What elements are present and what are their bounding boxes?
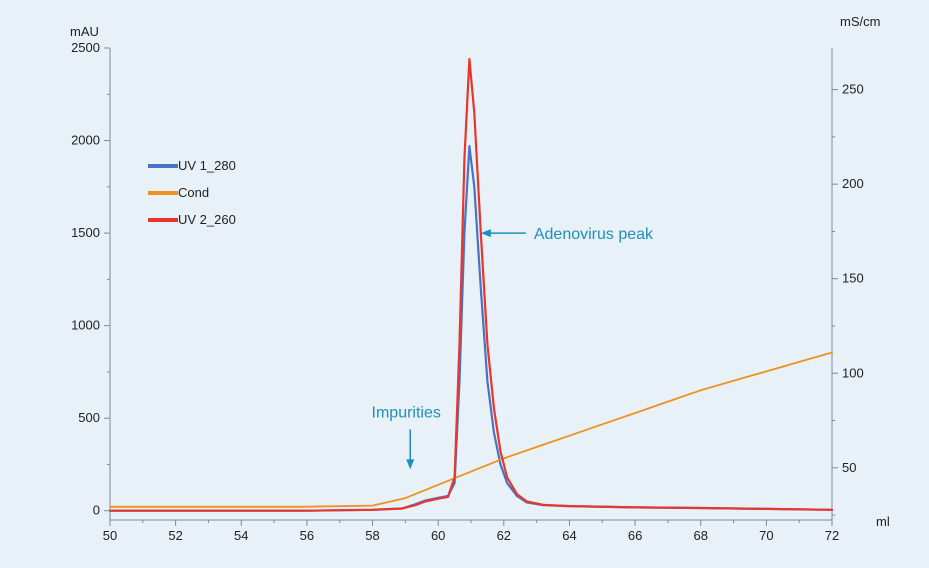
series-line-uv-2-260 — [108, 57, 834, 512]
x-tick-label: 58 — [365, 528, 379, 543]
legend-label: UV 1_280 — [178, 158, 236, 173]
y-tick-label: 2000 — [71, 133, 100, 148]
impurities-arrow-head — [406, 459, 415, 470]
impurities-label: Impurities — [372, 404, 441, 421]
x-tick-label: 52 — [168, 528, 182, 543]
legend: UV 1_280 Cond UV 2_260 — [148, 158, 236, 227]
x-tick-label: 68 — [693, 528, 707, 543]
legend-label: UV 2_260 — [178, 212, 236, 227]
x-tick-label: 62 — [497, 528, 511, 543]
y-tick-label: 1000 — [71, 318, 100, 333]
y-tick-label: 0 — [93, 503, 100, 518]
x-tick-label: 60 — [431, 528, 445, 543]
y2-tick-label: 150 — [842, 271, 864, 286]
adenovirus-peak-label: Adenovirus peak — [534, 226, 654, 243]
y-axis-label: mAU — [70, 24, 99, 39]
x-tick-label: 54 — [234, 528, 248, 543]
y2-tick-label: 250 — [842, 82, 864, 97]
y-tick-label: 500 — [78, 410, 100, 425]
legend-label: Cond — [178, 185, 209, 200]
x-tick-label: 66 — [628, 528, 642, 543]
series-line-cond — [109, 351, 833, 508]
x-tick-label: 70 — [759, 528, 773, 543]
y2-tick-label: 100 — [842, 365, 864, 380]
x-tick-label: 56 — [300, 528, 314, 543]
series-line-uv-1-280 — [108, 145, 834, 512]
x-tick-label: 72 — [825, 528, 839, 543]
y-tick-label: 2500 — [71, 40, 100, 55]
x-tick-label: 64 — [562, 528, 576, 543]
annotations-group: Adenovirus peak Impurities — [372, 226, 654, 470]
x-axis-label: ml — [876, 514, 890, 529]
series-group — [108, 57, 834, 512]
y2-tick-label: 200 — [842, 176, 864, 191]
adenovirus-arrow-head — [480, 229, 491, 238]
y-tick-label: 1500 — [71, 225, 100, 240]
x-tick-label: 50 — [103, 528, 117, 543]
y2-tick-label: 50 — [842, 460, 856, 475]
axes-group: 50 52 54 56 58 60 62 64 66 68 70 72 0 500 1000 1500 2000… — [70, 14, 890, 543]
y2-axis-label: mS/cm — [840, 14, 880, 29]
